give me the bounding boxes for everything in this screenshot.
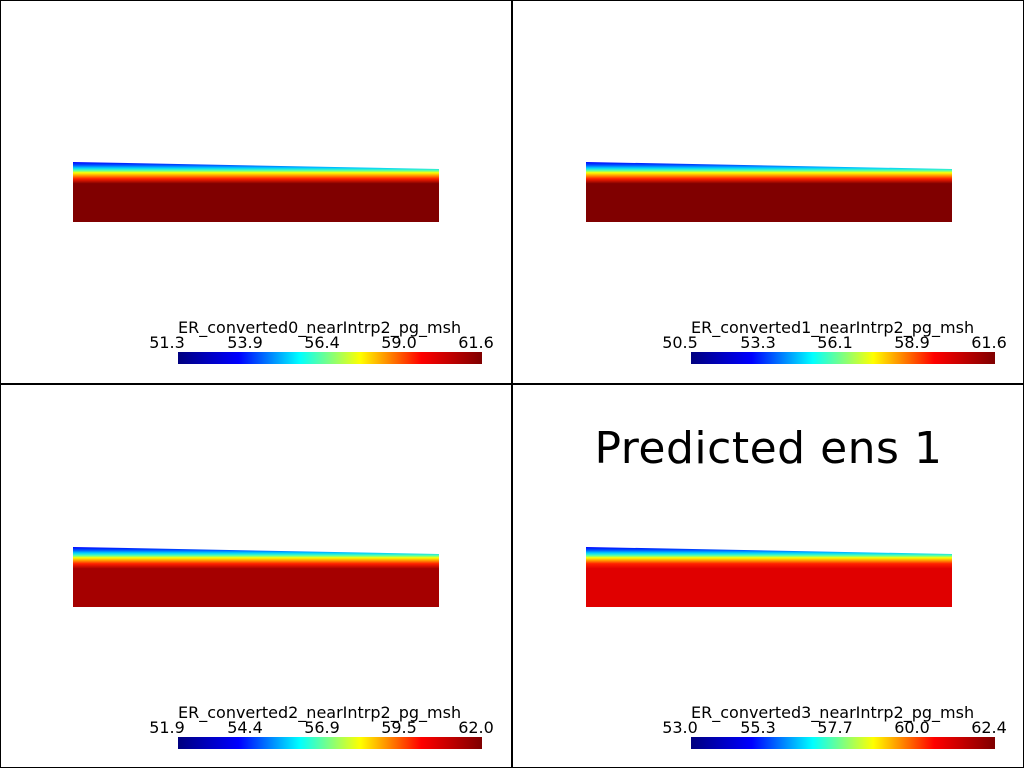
scalar-bar-ticks: 51.3 53.9 56.4 59.0 61.6	[149, 333, 510, 352]
scalar-bar-tick-label: 53.9	[227, 333, 263, 352]
scalar-bar-tick-label: 59.5	[381, 718, 417, 737]
viewport-title: Predicted ens 1	[594, 423, 943, 474]
scalar-bar	[691, 737, 995, 749]
scalar-bar-tick-label: 54.4	[227, 718, 263, 737]
scalar-bar-title: ER_converted3_nearIntrp2_pg_msh	[691, 703, 975, 722]
scalar-bar-tick-label: 51.9	[149, 718, 185, 737]
scalar-bar-tick-label: 56.4	[304, 333, 340, 352]
scalar-bar-tick-label: 60.0	[894, 718, 930, 737]
scalar-bar-tick-label: 61.6	[458, 333, 494, 352]
scalar-bar-tick-label: 55.3	[740, 718, 776, 737]
scalar-bar-tick-label: 59.0	[381, 333, 417, 352]
mesh-render	[586, 547, 952, 607]
viewport-0[interactable]: ER_converted0_nearIntrp2_pg_msh 51.3 53.9 5…	[0, 0, 511, 383]
scalar-bar-ticks: 50.5 53.3 56.1 58.9 61.6	[662, 333, 1023, 352]
horizontal-divider	[0, 383, 1024, 385]
scalar-bar-tick-label: 51.3	[149, 333, 185, 352]
scalar-bar-title: ER_converted2_nearIntrp2_pg_msh	[178, 703, 462, 722]
scalar-bar-ticks: 53.0 55.3 57.7 60.0 62.4	[662, 718, 1023, 737]
scalar-bar-tick-label: 62.0	[458, 718, 494, 737]
scalar-bar-tick-label: 50.5	[662, 333, 698, 352]
scalar-bar-tick-label: 53.0	[662, 718, 698, 737]
mesh-surface	[73, 547, 439, 607]
viewport-3[interactable]: Predicted ens 1 ER_converted3_nearIntrp2…	[513, 385, 1024, 768]
mesh-surface	[586, 162, 952, 222]
scalar-bar-tick-label: 62.4	[971, 718, 1007, 737]
scalar-bar-title: ER_converted1_nearIntrp2_pg_msh	[691, 318, 975, 337]
scalar-bar-ticks: 51.9 54.4 56.9 59.5 62.0	[149, 718, 510, 737]
scalar-bar	[178, 737, 482, 749]
scalar-bar-tick-label: 61.6	[971, 333, 1007, 352]
mesh-render	[73, 162, 439, 222]
mesh-surface	[586, 547, 952, 607]
scalar-bar-tick-label: 58.9	[894, 333, 930, 352]
scalar-bar-tick-label: 56.1	[817, 333, 853, 352]
mesh-surface	[73, 162, 439, 222]
scalar-bar	[691, 352, 995, 364]
viewport-1[interactable]: ER_converted1_nearIntrp2_pg_msh 50.5 53.3 5…	[513, 0, 1024, 383]
scalar-bar-tick-label: 53.3	[740, 333, 776, 352]
scalar-bar	[178, 352, 482, 364]
scalar-bar-tick-label: 56.9	[304, 718, 340, 737]
mesh-render	[73, 547, 439, 607]
scalar-bar-tick-label: 57.7	[817, 718, 853, 737]
scalar-bar-title: ER_converted0_nearIntrp2_pg_msh	[178, 318, 462, 337]
mesh-render	[586, 162, 952, 222]
viewport-2[interactable]: ER_converted2_nearIntrp2_pg_msh 51.9 54.4 5…	[0, 385, 511, 768]
